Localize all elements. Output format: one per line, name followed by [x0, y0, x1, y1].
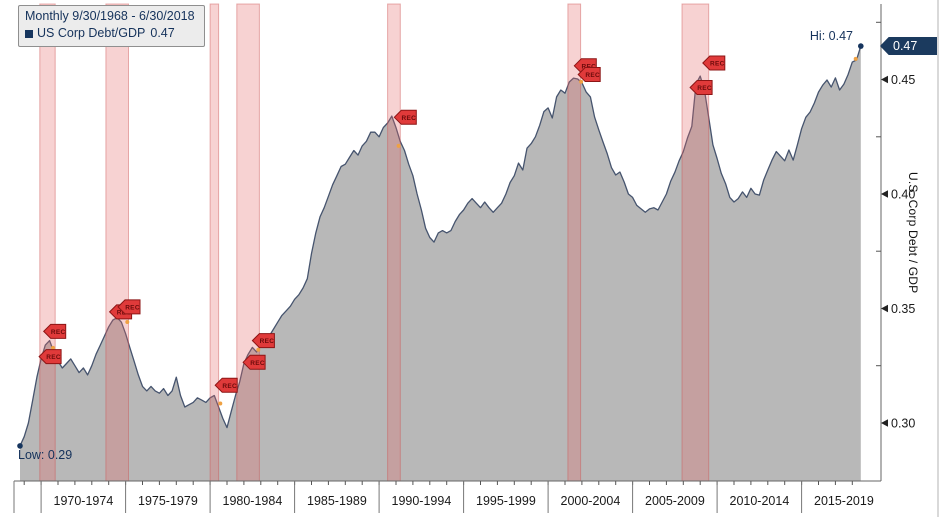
series-area [20, 46, 861, 481]
rec-marker-label: REC [581, 63, 596, 70]
y-axis-tick-arrow [881, 190, 888, 198]
recession-band [387, 3, 401, 482]
accent-dot [396, 143, 401, 148]
x-axis-group-label: 2000-2004 [561, 494, 621, 508]
rec-marker[interactable]: REC [214, 377, 238, 393]
rec-marker-label: REC [51, 329, 66, 336]
accent-dot [218, 401, 223, 406]
hi-annotation-label: Hi: 0.47 [809, 29, 853, 43]
y-axis-tick-label: 0.30 [891, 417, 915, 431]
accent-dot [125, 320, 130, 324]
rec-marker-shape [214, 377, 238, 393]
x-axis-group-label: 2015-2019 [814, 494, 874, 508]
legend-series-label: US Corp Debt/GDP [37, 26, 146, 40]
series-line [19, 45, 862, 447]
y-axis-tick-label: 0.45 [891, 73, 915, 87]
last-value-tag: 0.47 [880, 37, 937, 55]
y-axis-tick-arrow [881, 75, 888, 84]
legend-series-value: 0.47 [150, 26, 175, 40]
legend-box[interactable]: Monthly 9/30/1968 - 6/30/2018 US Corp De… [18, 5, 205, 47]
rec-marker[interactable]: REC [702, 55, 726, 71]
rec-marker-label: REC [260, 338, 275, 345]
x-axis-group-label: 2005-2009 [645, 494, 705, 508]
rec-marker-shape [38, 349, 62, 365]
rec-marker-label: REC [710, 61, 725, 68]
rec-marker-shape [702, 55, 726, 71]
hi-dot [858, 43, 864, 49]
rec-marker[interactable]: REC [689, 80, 713, 95]
rec-marker-label: REC [697, 85, 712, 92]
recession-band [236, 3, 260, 482]
recession-band [39, 3, 56, 482]
low-annotation-label: Low: 0.29 [18, 448, 73, 462]
rec-marker[interactable]: REC [38, 349, 62, 365]
rec-marker-label: REC [222, 383, 237, 390]
rec-marker[interactable]: REC [577, 67, 601, 82]
rec-marker-label: REC [401, 115, 416, 122]
accent-dot [579, 79, 584, 84]
rec-marker-label: REC [250, 360, 265, 367]
legend-period: Monthly 9/30/1968 - 6/30/2018 [25, 9, 195, 23]
legend-series-swatch [25, 29, 33, 38]
recession-band [681, 3, 710, 482]
accent-dot [853, 56, 858, 61]
rec-marker-shape [689, 80, 713, 95]
legend-series-row[interactable]: US Corp Debt/GDP 0.47 [25, 25, 195, 42]
x-axis-group-label: 1970-1974 [54, 494, 114, 508]
x-axis-group-label: 1980-1984 [223, 494, 283, 508]
rec-marker-shape [393, 109, 417, 125]
rec-marker-shape [577, 67, 601, 82]
x-axis-group-label: 2010-2014 [730, 494, 790, 508]
low-dot [17, 443, 23, 449]
x-axis-group-label: 1985-1989 [307, 494, 367, 508]
rec-marker[interactable]: REC [42, 323, 67, 339]
x-axis-group-label: 1995-1999 [476, 494, 536, 508]
rec-marker-label: REC [125, 305, 140, 312]
recession-band [209, 3, 220, 482]
recession-band [105, 3, 130, 482]
rec-marker-shape [242, 354, 266, 370]
rec-marker-label: REC [585, 72, 600, 79]
accent-dot [256, 347, 261, 352]
x-axis-group-label: 1990-1994 [392, 494, 452, 508]
rec-marker-shape [251, 333, 275, 349]
rec-marker-shape [42, 323, 67, 339]
rec-marker[interactable]: REC [393, 109, 417, 125]
rec-marker[interactable]: REC [242, 354, 266, 370]
y-axis-tick-label: 0.35 [891, 302, 915, 316]
accent-dot [51, 345, 55, 350]
x-axis-group-label: 1975-1979 [138, 494, 198, 508]
rec-marker[interactable]: REC [251, 333, 275, 349]
y-axis-title: U.S. Corp Debt / GDP [906, 172, 920, 294]
y-axis-tick-arrow [881, 304, 888, 313]
rec-marker-label: REC [46, 354, 61, 361]
rec-marker-shape [117, 299, 141, 315]
y-axis-tick-label: 0.40 [891, 188, 915, 202]
y-axis-tick-arrow [881, 419, 888, 427]
rec-marker[interactable]: REC [117, 299, 141, 315]
